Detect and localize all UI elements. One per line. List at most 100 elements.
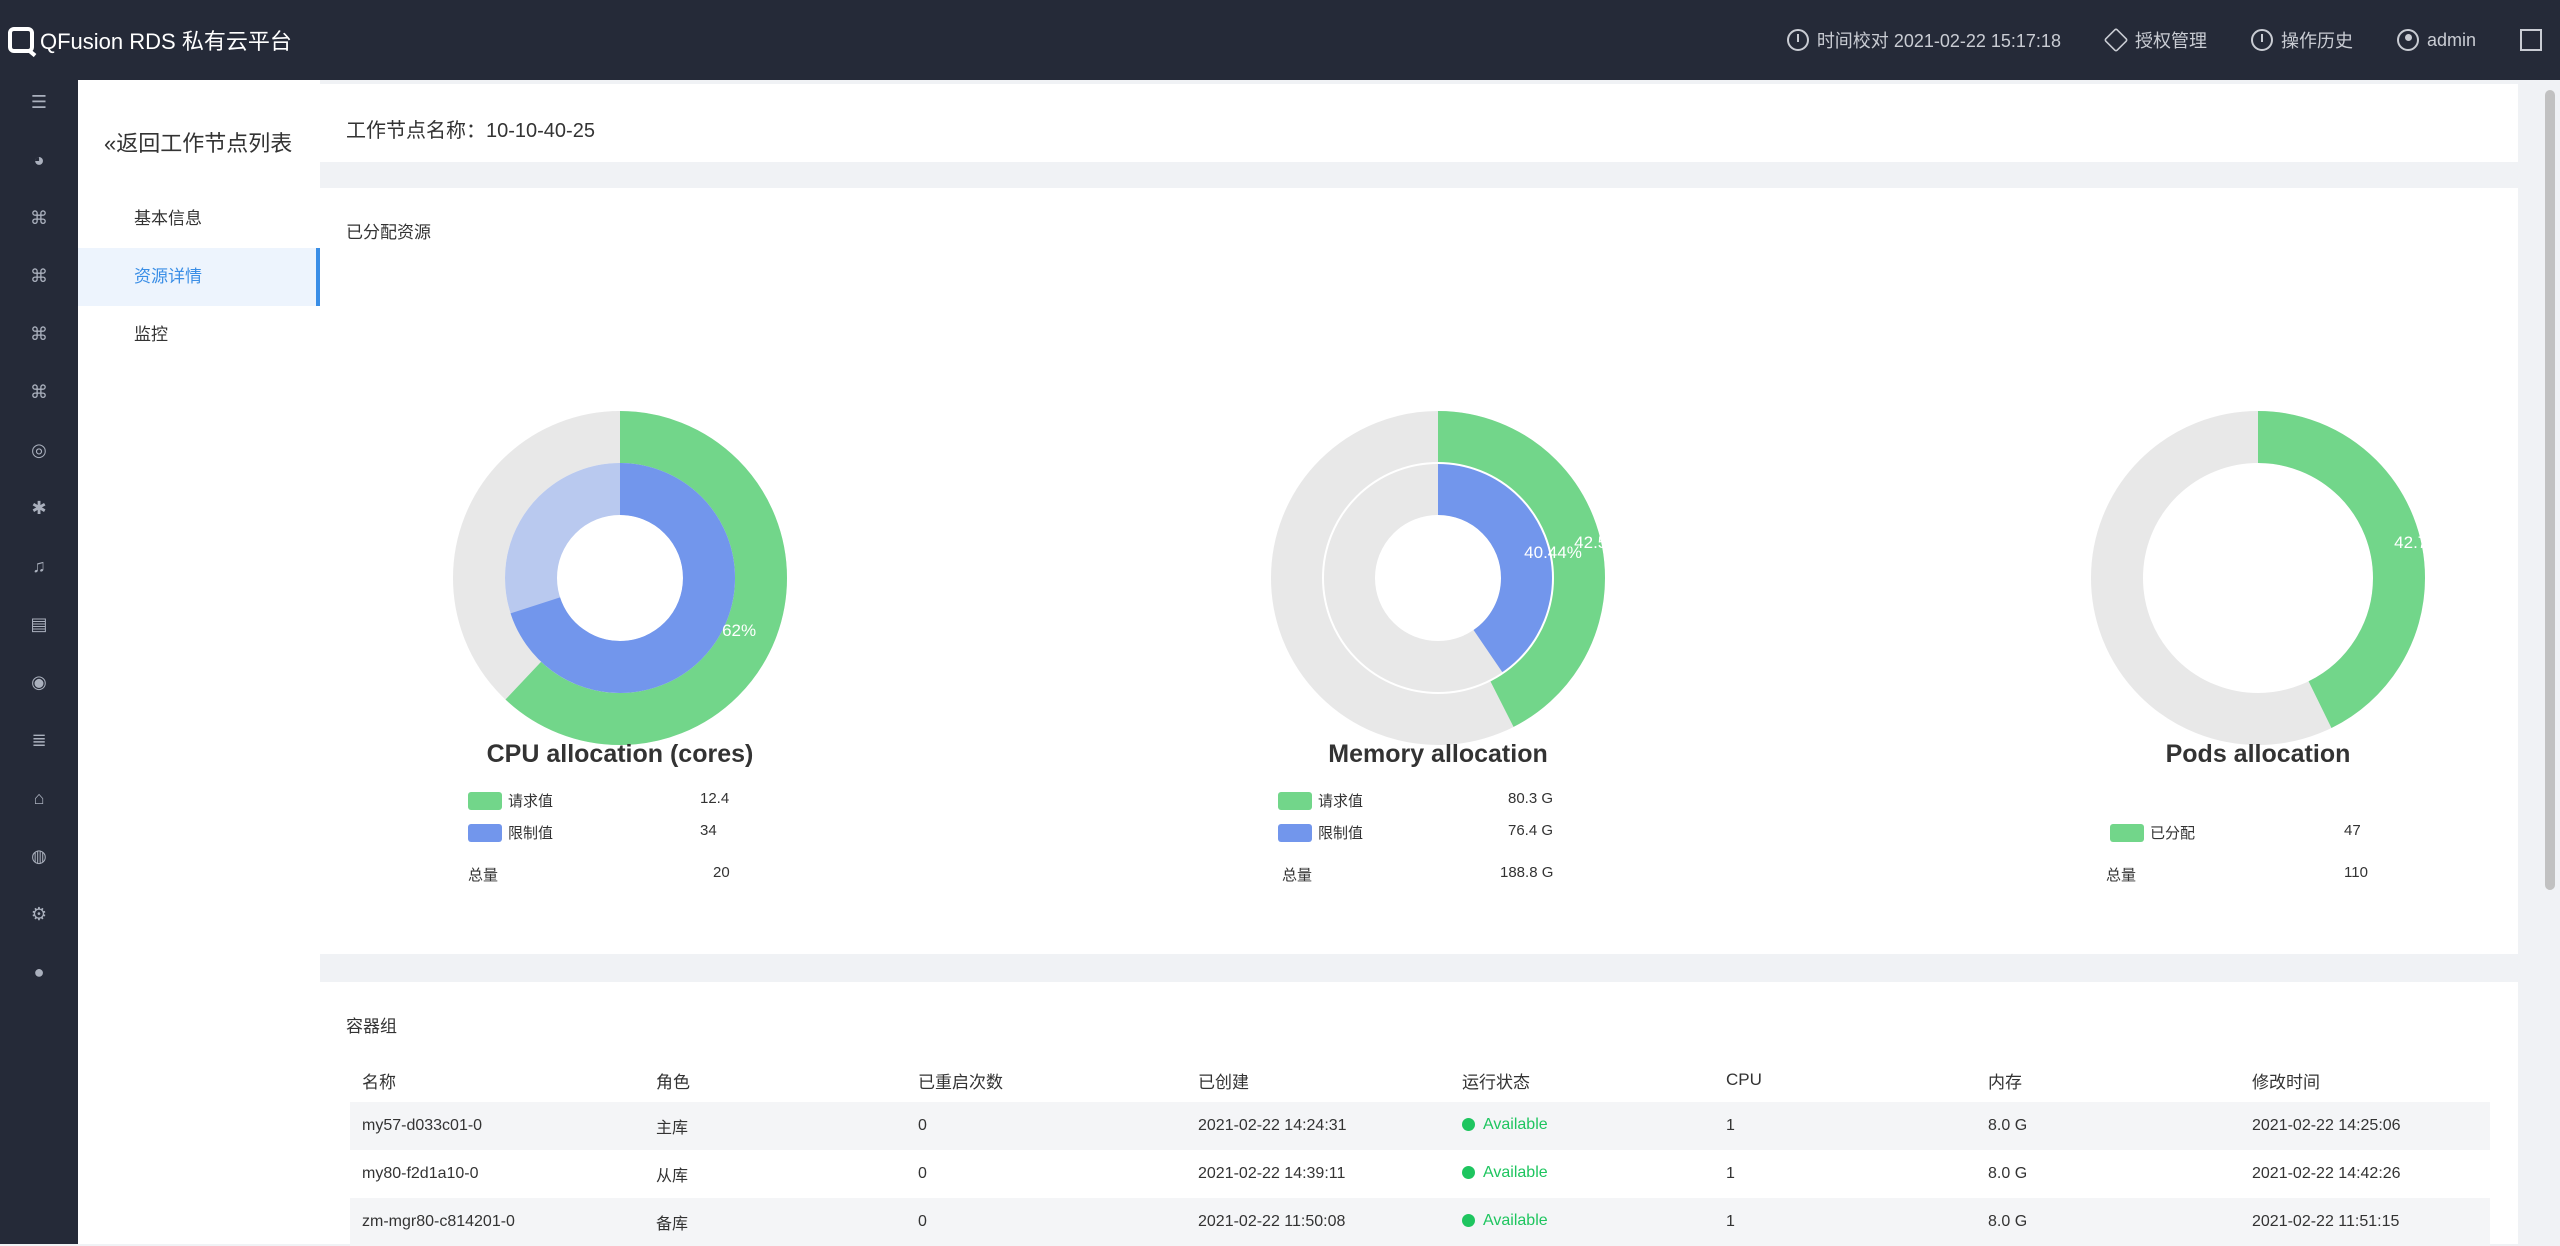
top-bar-actions: 时间校对 2021-02-22 15:17:18 授权管理 操作历史 admin (1786, 0, 2560, 80)
pod-status: Available (1450, 1102, 1714, 1150)
sidebar-item-resource-details[interactable]: 资源详情 (78, 248, 320, 306)
sidebar-item-monitoring[interactable]: 监控 (134, 325, 168, 344)
table-row[interactable]: my57-d033c01-0 主库 0 2021-02-22 14:24:31 … (350, 1102, 2490, 1150)
cpu-legend-request[interactable]: 请求值 (468, 790, 553, 811)
cpu-chart-title: CPU allocation (cores) (486, 740, 754, 768)
cpu-limit-slice[interactable] (505, 463, 735, 693)
pod-restarts: 0 (906, 1102, 1186, 1150)
asterisk-icon[interactable]: ✱ (31, 497, 47, 518)
column-header-restarts[interactable]: 已重启次数 (918, 1072, 1003, 1092)
list-icon[interactable]: ≣ (31, 729, 47, 750)
pod-created: 2021-02-22 14:24:31 (1186, 1102, 1450, 1150)
user-icon (2396, 29, 2419, 51)
column-header-modified[interactable]: 修改时间 (2252, 1072, 2320, 1092)
time-sync-label: 时间校对 2021-02-22 15:17:18 (1816, 31, 2061, 51)
cpu-allocation-chart: 62% 170.00% (453, 411, 787, 745)
pod-name[interactable]: my57-d033c01-0 (350, 1102, 644, 1150)
pod-name[interactable]: zm-mgr80-c814201-0 (350, 1198, 644, 1246)
layers-icon (2103, 27, 2129, 53)
storage-icon[interactable]: ◎ (31, 439, 47, 460)
memory-limit-slice[interactable] (1323, 463, 1553, 693)
globe-icon[interactable]: ◉ (31, 671, 47, 692)
dashboard-icon[interactable]: ◕ (33, 149, 45, 170)
app-logo[interactable]: QFusion RDS 私有云平台 (8, 0, 292, 80)
car-icon[interactable]: ⌂ (33, 787, 45, 808)
pods-allocated-pct: 42.73% (2394, 533, 2452, 552)
status-dot-icon (1462, 1166, 1475, 1180)
topology-icon[interactable]: ⌘ (30, 323, 48, 344)
language-flag-icon[interactable] (2520, 29, 2542, 51)
column-header-cpu[interactable]: CPU (1726, 1070, 1762, 1089)
status-dot-icon (1462, 1118, 1475, 1132)
allocated-swatch (2110, 823, 2144, 842)
pod-cpu: 1 (1714, 1198, 1976, 1246)
pods-allocated-slice[interactable] (2091, 411, 2425, 745)
menu-icon[interactable]: ☰ (30, 91, 48, 112)
sidebar-item-basic-info[interactable]: 基本信息 (134, 209, 202, 228)
license-link[interactable]: 授权管理 (2103, 27, 2207, 53)
icon-rail: ☰ ◕ ⌘ ⌘ ⌘ ⌘ ◎ ✱ ♫ ▤ ◉ ≣ ⌂ ◍ ⚙ ● (0, 80, 78, 1244)
cluster-icon[interactable]: ⌘ (30, 207, 48, 228)
cpu-request-slice[interactable] (453, 411, 787, 745)
settings-icon[interactable]: ⚙ (30, 903, 48, 924)
pod-created: 2021-02-22 14:39:11 (1198, 1165, 1346, 1182)
cpu-legend-request-label: 请求值 (508, 793, 554, 810)
broadcast-icon[interactable]: ◍ (31, 845, 47, 866)
memory-legend-limit[interactable]: 限制值 (1278, 822, 1363, 843)
cpu-legend-limit[interactable]: 限制值 (468, 822, 553, 843)
cpu-limit-pct: 170.00% (586, 658, 653, 677)
pod-name[interactable]: my80-f2d1a10-0 (362, 1165, 479, 1182)
network-icon[interactable]: ⌘ (30, 265, 48, 286)
limit-swatch (1278, 823, 1312, 842)
column-header-name[interactable]: 名称 (362, 1072, 396, 1092)
location-icon[interactable]: ● (33, 961, 45, 982)
top-bar: QFusion RDS 私有云平台 时间校对 2021-02-22 15:17:… (0, 0, 2560, 80)
column-header-role[interactable]: 角色 (656, 1072, 690, 1092)
user-name: admin (2426, 29, 2476, 50)
column-header-status[interactable]: 运行状态 (1462, 1072, 1530, 1092)
license-label: 授权管理 (2134, 31, 2207, 51)
back-to-node-list-link[interactable]: «返回工作节点列表 (104, 131, 293, 156)
memory-request-pct: 42.51% (1574, 533, 1632, 552)
time-sync[interactable]: 时间校对 2021-02-22 15:17:18 (1786, 27, 2061, 53)
pod-role: 主库 (644, 1102, 906, 1150)
pod-cpu: 1 (1726, 1165, 1735, 1182)
pods-chart-title: Pods allocation (2165, 740, 2351, 768)
pod-memory: 8.0 G (1988, 1165, 2028, 1182)
cpu-total-label: 总量 (468, 867, 499, 884)
memory-request-value: 80.3 G (1508, 790, 1554, 807)
pods-allocation-chart: 42.73% (2091, 411, 2452, 745)
node-sidebar: «返回工作节点列表 基本信息 资源详情 监控 (78, 80, 320, 1244)
memory-legend-request-label: 请求值 (1318, 793, 1364, 810)
column-header-memory[interactable]: 内存 (1988, 1072, 2022, 1092)
user-menu[interactable]: admin (2396, 29, 2476, 51)
memory-request-slice[interactable] (1271, 411, 1605, 745)
nodes-icon[interactable]: ⌘ (30, 381, 48, 402)
document-icon[interactable]: ▤ (30, 613, 48, 634)
pod-role: 备库 (644, 1198, 906, 1246)
pods-legend-allocated-label: 已分配 (2150, 825, 2196, 842)
request-swatch (1278, 791, 1312, 810)
pod-modified: 2021-02-22 11:51:15 (2240, 1198, 2490, 1246)
pod-status: Available (1450, 1198, 1714, 1246)
pods-allocated-value: 47 (2344, 822, 2361, 839)
node-title-card: 工作节点名称：10-10-40-25 (320, 84, 2518, 162)
pods-title: 容器组 (346, 1017, 397, 1036)
cpu-request-value: 12.4 (700, 790, 730, 807)
pod-created: 2021-02-22 11:50:08 (1186, 1198, 1450, 1246)
column-header-created[interactable]: 已创建 (1198, 1072, 1249, 1092)
table-row[interactable]: my80-f2d1a10-0 从库 0 2021-02-22 14:39:11 … (350, 1150, 2490, 1198)
node-title: 工作节点名称：10-10-40-25 (346, 120, 595, 142)
pods-table: 名称 角色 已重启次数 已创建 运行状态 CPU 内存 修改时间 my57-d0… (350, 1058, 2490, 1246)
history-link[interactable]: 操作历史 (2250, 27, 2353, 53)
table-row[interactable]: zm-mgr80-c814201-0 备库 0 2021-02-22 11:50… (350, 1198, 2490, 1246)
pods-total-value: 110 (2344, 864, 2368, 881)
pod-modified: 2021-02-22 14:42:26 (2252, 1165, 2401, 1182)
bell-icon[interactable]: ♫ (32, 555, 46, 576)
pods-legend-allocated[interactable]: 已分配 (2110, 822, 2195, 843)
memory-legend-request[interactable]: 请求值 (1278, 790, 1363, 811)
pod-status-text: Available (1483, 1115, 1548, 1133)
history-label: 操作历史 (2280, 31, 2353, 51)
page-scrollbar[interactable] (2542, 84, 2558, 1244)
scrollbar-thumb[interactable] (2545, 90, 2555, 890)
